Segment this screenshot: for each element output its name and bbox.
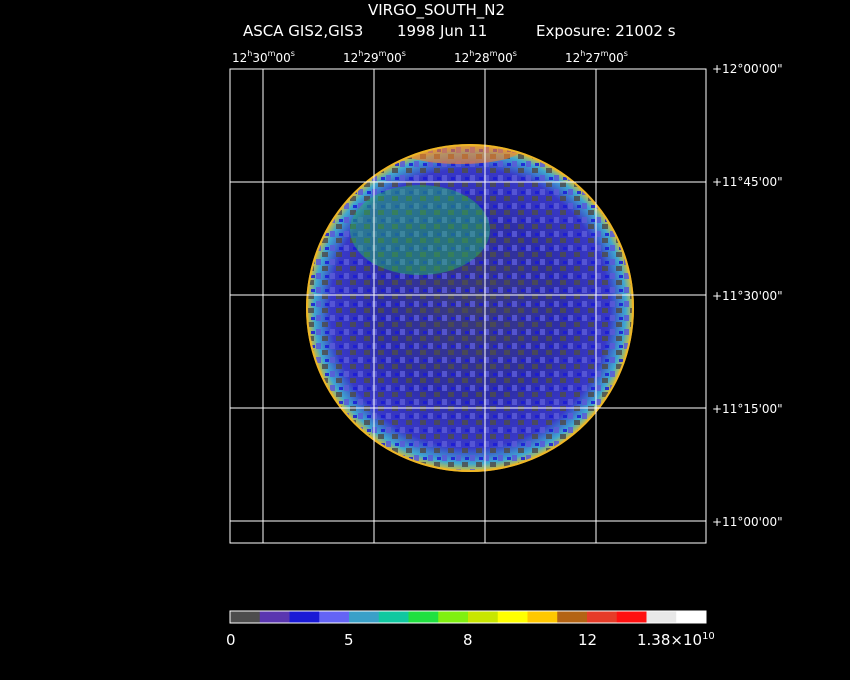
ra-tick-label: 12h30m00s: [232, 49, 295, 65]
dec-tick-label: +11°45'00": [712, 175, 783, 189]
ra-tick-label: 12h27m00s: [565, 49, 628, 65]
ra-tick-label: 12h28m00s: [454, 49, 517, 65]
colorbar-segment: [676, 611, 707, 623]
colorbar-max-label: 1.38×1010: [637, 631, 715, 649]
colorbar-segment: [408, 611, 439, 623]
dec-tick-label: +11°15'00": [712, 402, 783, 416]
dec-tick-label: +11°30'00": [712, 289, 783, 303]
ra-tick-label: 12h29m00s: [343, 49, 406, 65]
colorbar-segment: [587, 611, 618, 623]
exposure-label: Exposure: 21002 s: [536, 22, 676, 40]
colorbar-segment: [378, 611, 409, 623]
colorbar-segment: [468, 611, 499, 623]
dec-tick-label: +11°00'00": [712, 515, 783, 529]
dec-tick-label: +12°00'00": [712, 62, 783, 76]
colorbar-label: 0: [226, 631, 236, 649]
colorbar-segment: [646, 611, 677, 623]
image-title: VIRGO_SOUTH_N2: [368, 1, 506, 19]
colorbar-label: 8: [463, 631, 473, 649]
instrument-label: ASCA GIS2,GIS3: [243, 22, 364, 40]
xray-emission-disk: [306, 144, 634, 472]
coordinate-grid: [229, 68, 707, 544]
colorbar-segment: [557, 611, 588, 623]
colorbar-segment: [497, 611, 528, 623]
colorbar-segment: [438, 611, 469, 623]
colorbar-frame: [229, 610, 707, 624]
colorbar-segment: [527, 611, 558, 623]
colorbar-segment: [289, 611, 320, 623]
colorbar-label: 12: [578, 631, 598, 649]
colorbar-segment: [319, 611, 350, 623]
colorbar-segment: [349, 611, 380, 623]
observation-date: 1998 Jun 11: [397, 22, 488, 40]
colorbar-segment: [259, 611, 290, 623]
colorbar-segment: [616, 611, 647, 623]
colorbar-label: 5: [344, 631, 354, 649]
colorbar-segment: [230, 611, 261, 623]
colorbar: [229, 610, 707, 624]
